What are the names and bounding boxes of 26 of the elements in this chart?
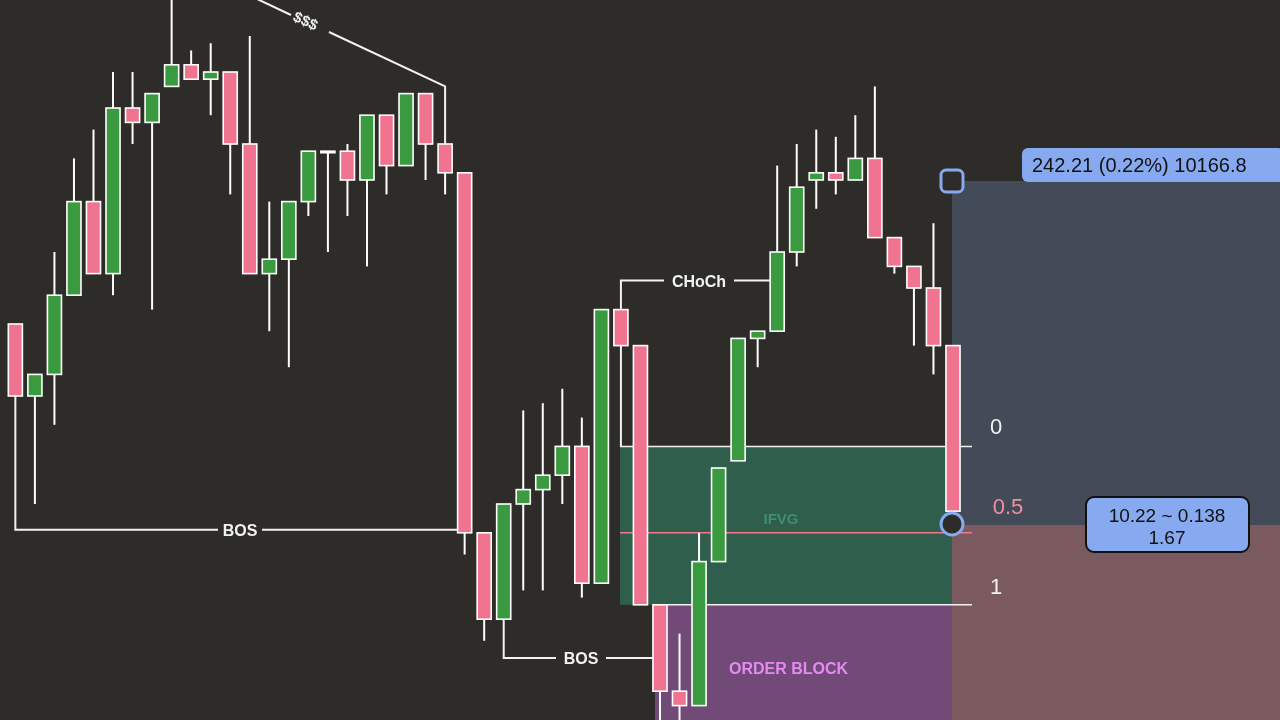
text: 10.22 ~ 0.138 — [1108, 505, 1226, 526]
candlestick — [183, 49, 199, 81]
candlestick — [27, 373, 43, 505]
candlestick — [847, 114, 864, 181]
candlestick — [671, 632, 688, 720]
annotation: BOS — [563, 650, 599, 667]
candlestick — [827, 135, 844, 196]
text: 1 — [989, 574, 1003, 599]
candlestick — [202, 42, 219, 117]
candlestick — [515, 409, 532, 592]
text: 1.67 — [1148, 527, 1186, 548]
candlestick — [163, 0, 180, 88]
annotation: $$$ — [290, 7, 322, 34]
candlestick — [808, 128, 825, 210]
text: 0 — [989, 414, 1003, 439]
candlestick — [124, 71, 141, 145]
candlestick — [906, 265, 922, 347]
annotation: CHoCh — [671, 272, 727, 290]
annotation: BOS — [222, 521, 258, 539]
candlestick — [320, 150, 336, 253]
text: 242.21 (0.22%) 10166.8 — [1032, 154, 1247, 176]
text: 0.5 — [992, 494, 1024, 519]
candlestick — [261, 200, 278, 333]
candlestick — [749, 330, 766, 369]
band-label: ORDER BLOCK — [728, 660, 849, 678]
candlestick — [534, 402, 551, 592]
